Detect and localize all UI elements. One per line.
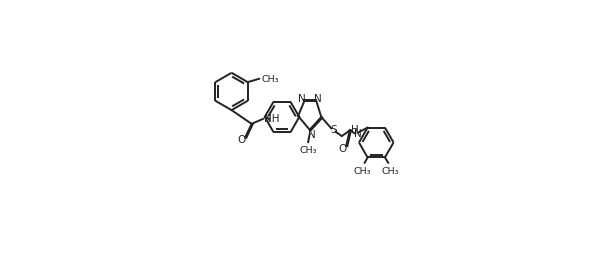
Text: S: S [330,125,337,135]
Text: CH₃: CH₃ [381,166,399,175]
Text: N: N [299,93,306,103]
Text: O: O [238,134,246,144]
Text: N: N [314,93,322,103]
Text: CH₃: CH₃ [261,74,279,83]
Text: H: H [350,125,358,135]
Text: CH₃: CH₃ [299,146,317,155]
Text: CH₃: CH₃ [354,166,371,175]
Text: NH: NH [264,114,279,124]
Text: N: N [308,130,315,139]
Text: O: O [338,144,346,154]
Text: N: N [354,128,362,138]
